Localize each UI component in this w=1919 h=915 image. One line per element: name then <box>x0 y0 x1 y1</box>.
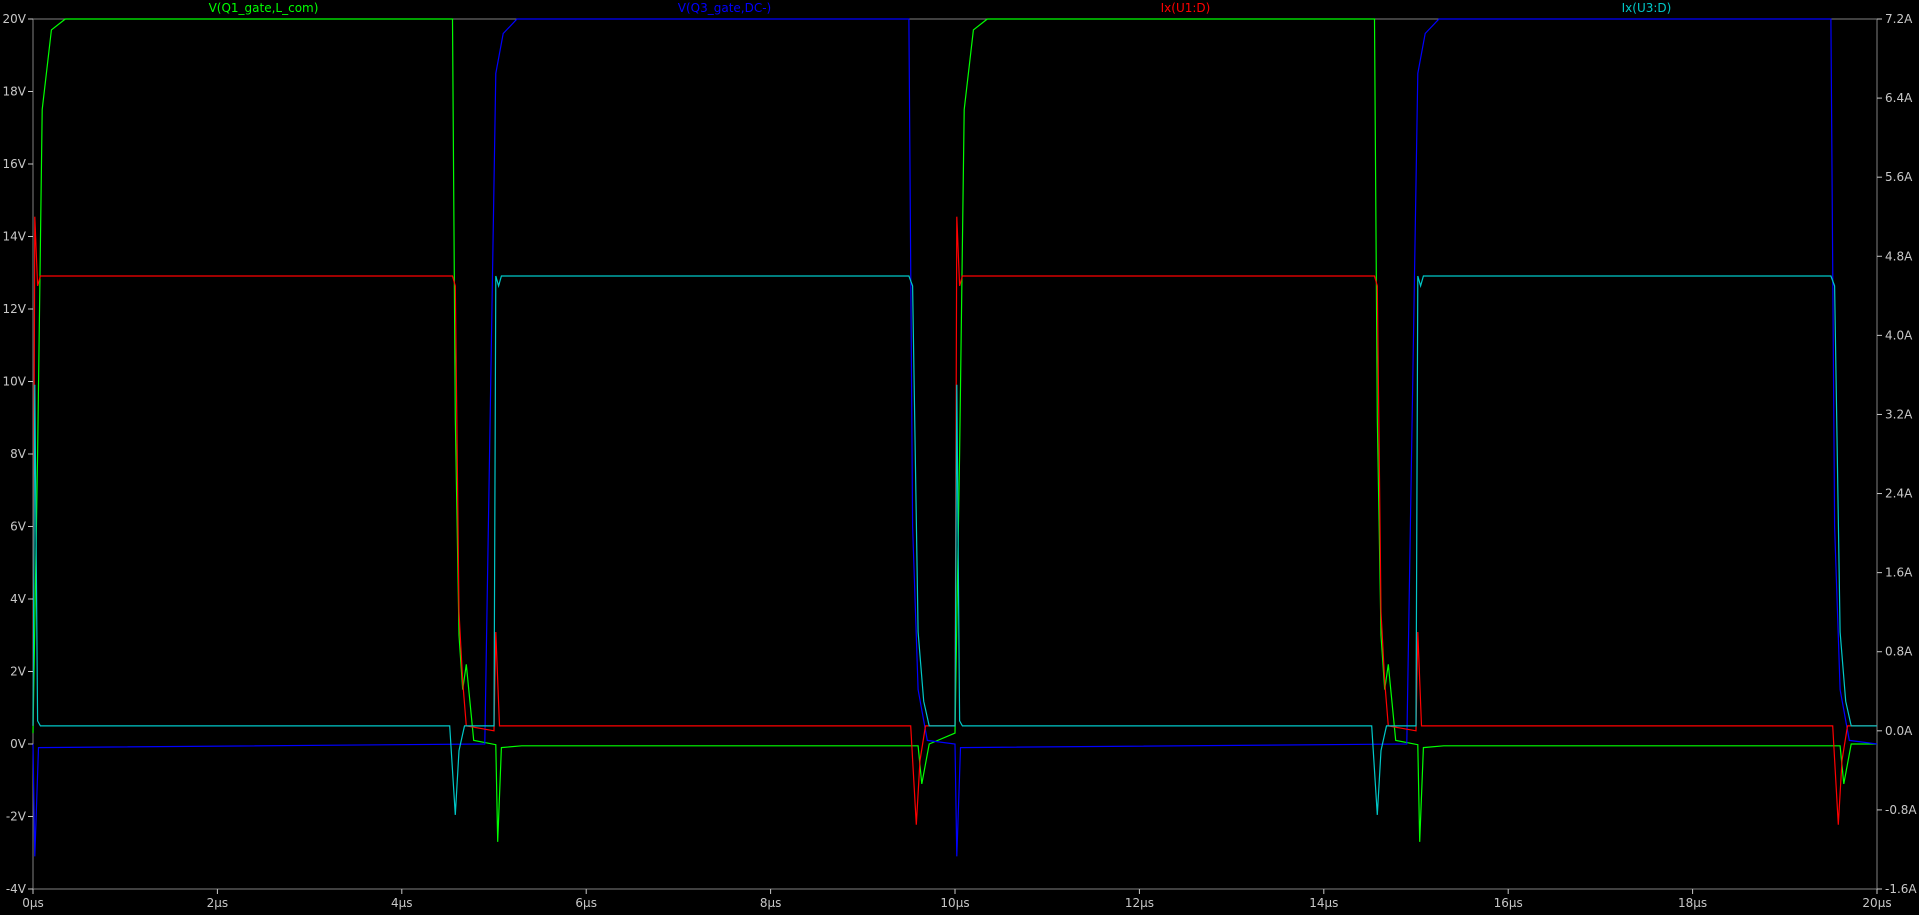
left-tick-label: 20V <box>3 12 27 26</box>
x-tick-label: 4µs <box>391 896 413 910</box>
right-current-axis: -1.6A -0.8A 0.0A 0.8A 1.6A 2.4A 3.2A 4.0A 4.8A 5.… <box>1877 12 1917 896</box>
left-tick-label: 12V <box>3 302 27 316</box>
left-tick-label: 6V <box>10 520 27 534</box>
trace-4 <box>32 275 1877 815</box>
trace-legend[interactable]: V(Q1_gate,L_com) V(Q3_gate,DC-) Ix(U1:D) Ix… <box>209 1 1672 15</box>
trace-2 <box>32 18 1878 857</box>
trace-1 <box>32 18 1877 842</box>
left-tick-label: 18V <box>3 85 27 99</box>
left-tick-label: 10V <box>3 375 27 389</box>
x-tick-label: 10µs <box>940 896 969 910</box>
right-tick-label: 2.4A <box>1885 487 1913 501</box>
left-tick-label: 0V <box>10 737 27 751</box>
right-tick-label: 3.2A <box>1885 407 1913 421</box>
left-tick-label: 14V <box>3 230 27 244</box>
left-voltage-axis: -4V -2V 0V 2V 4V 6V 8V 10V 12V 14V 16V 18V 20V <box>3 12 33 896</box>
right-tick-label: 4.8A <box>1885 249 1913 263</box>
right-tick-label: 6.4A <box>1885 91 1913 105</box>
legend-entry-3[interactable]: Ix(U1:D) <box>1161 1 1211 15</box>
x-tick-label: 6µs <box>575 896 597 910</box>
time-axis: 0µs 2µs 4µs 6µs 8µs 10µs 12µs 14µs 16µs 18µs 20µs <box>22 889 1892 910</box>
legend-entry-4[interactable]: Ix(U3:D) <box>1622 1 1672 15</box>
right-tick-label: 4.0A <box>1885 328 1913 342</box>
x-tick-label: 12µs <box>1125 896 1154 910</box>
left-tick-label: -2V <box>6 810 27 824</box>
right-tick-label: 0.0A <box>1885 724 1913 738</box>
x-tick-label: 8µs <box>760 896 782 910</box>
left-tick-label: 16V <box>3 157 27 171</box>
x-tick-label: 14µs <box>1309 896 1338 910</box>
left-tick-label: 8V <box>10 447 27 461</box>
x-tick-label: 18µs <box>1678 896 1707 910</box>
trace-group <box>32 18 1878 857</box>
x-tick-label: 20µs <box>1862 896 1891 910</box>
left-tick-label: 4V <box>10 592 27 606</box>
right-tick-label: -0.8A <box>1885 803 1917 817</box>
right-tick-label: 7.2A <box>1885 12 1913 26</box>
right-tick-label: 5.6A <box>1885 170 1913 184</box>
left-tick-label: -4V <box>6 882 27 896</box>
x-tick-label: 16µs <box>1494 896 1523 910</box>
x-tick-label: 2µs <box>207 896 229 910</box>
right-tick-label: 0.8A <box>1885 645 1913 659</box>
x-tick-label: 0µs <box>22 896 44 910</box>
legend-entry-1[interactable]: V(Q1_gate,L_com) <box>209 1 319 15</box>
right-tick-label: 1.6A <box>1885 566 1913 580</box>
legend-entry-2[interactable]: V(Q3_gate,DC-) <box>678 1 771 15</box>
left-tick-label: 2V <box>10 665 27 679</box>
right-tick-label: -1.6A <box>1885 882 1917 896</box>
